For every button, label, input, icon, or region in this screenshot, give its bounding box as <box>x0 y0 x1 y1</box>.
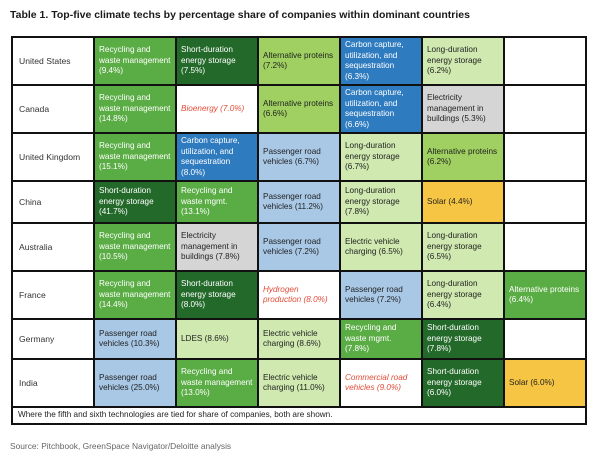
source-note: Source: Pitchbook, GreenSpace Navigator/… <box>10 441 232 451</box>
footnote-row: Where the fifth and sixth technologies a… <box>11 406 587 425</box>
tech-cell: Passenger road vehicles (7.2%) <box>339 270 423 320</box>
table-row: United States Recycling and waste manage… <box>11 36 587 86</box>
country-cell: India <box>11 358 95 408</box>
tech-cell <box>503 132 587 182</box>
tech-cell: Carbon capture, utilization, and sequest… <box>339 84 423 134</box>
table-row: United Kingdom Recycling and waste manag… <box>11 132 587 182</box>
tech-cell: Passenger road vehicles (11.2%) <box>257 180 341 224</box>
tech-cell: Carbon capture, utilization, and sequest… <box>175 132 259 182</box>
tech-cell: Short-duration energy storage (7.8%) <box>421 318 505 360</box>
table-row: Australia Recycling and waste management… <box>11 222 587 272</box>
tech-cell <box>503 222 587 272</box>
table-row: India Passenger road vehicles (25.0%) Re… <box>11 358 587 408</box>
tech-cell: Electricity management in buildings (7.8… <box>175 222 259 272</box>
country-cell: Germany <box>11 318 95 360</box>
table-footnote: Where the fifth and sixth technologies a… <box>11 406 587 425</box>
tech-cell: Solar (6.0%) <box>503 358 587 408</box>
tech-cell: Passenger road vehicles (6.7%) <box>257 132 341 182</box>
tech-cell: Recycling and waste management (14.4%) <box>93 270 177 320</box>
tech-cell: Recycling and waste management (15.1%) <box>93 132 177 182</box>
table-row: France Recycling and waste management (1… <box>11 270 587 320</box>
tech-cell <box>503 84 587 134</box>
tech-cell <box>503 318 587 360</box>
tech-cell: Short-duration energy storage (8.0%) <box>175 270 259 320</box>
tech-cell: Recycling and waste management (9.4%) <box>93 36 177 86</box>
tech-cell: Long-duration energy storage (7.8%) <box>339 180 423 224</box>
country-cell: Canada <box>11 84 95 134</box>
tech-cell: Passenger road vehicles (10.3%) <box>93 318 177 360</box>
country-cell: France <box>11 270 95 320</box>
tech-cell: Electric vehicle charging (11.0%) <box>257 358 341 408</box>
tech-cell: Long-duration energy storage (6.2%) <box>421 36 505 86</box>
tech-cell: Hydrogen production (8.0%) <box>257 270 341 320</box>
tech-cell: Short-duration energy storage (6.0%) <box>421 358 505 408</box>
country-cell: United States <box>11 36 95 86</box>
tech-cell: Alternative proteins (7.2%) <box>257 36 341 86</box>
tech-cell: Passenger road vehicles (25.0%) <box>93 358 177 408</box>
table-title: Table 1. Top-five climate techs by perce… <box>10 9 470 21</box>
tech-cell: Bioenergy (7.0%) <box>175 84 259 134</box>
tech-cell: Long-duration energy storage (6.5%) <box>421 222 505 272</box>
tech-cell: Carbon capture, utilization, and sequest… <box>339 36 423 86</box>
tech-cell: Alternative proteins (6.4%) <box>503 270 587 320</box>
table-row: Canada Recycling and waste management (1… <box>11 84 587 134</box>
climate-tech-table: United States Recycling and waste manage… <box>11 36 587 425</box>
tech-cell: LDES (8.6%) <box>175 318 259 360</box>
country-cell: Australia <box>11 222 95 272</box>
tech-cell: Passenger road vehicles (7.2%) <box>257 222 341 272</box>
tech-cell: Solar (4.4%) <box>421 180 505 224</box>
tech-cell: Short-duration energy storage (7.5%) <box>175 36 259 86</box>
tech-cell: Electric vehicle charging (6.5%) <box>339 222 423 272</box>
tech-cell: Recycling and waste management (14.8%) <box>93 84 177 134</box>
tech-cell: Short-duration energy storage (41.7%) <box>93 180 177 224</box>
tech-cell: Alternative proteins (6.6%) <box>257 84 341 134</box>
tech-cell: Recycling and waste management (13.0%) <box>175 358 259 408</box>
tech-cell: Alternative proteins (6.2%) <box>421 132 505 182</box>
tech-cell: Commercial road vehicles (9.0%) <box>339 358 423 408</box>
table-row: Germany Passenger road vehicles (10.3%) … <box>11 318 587 360</box>
tech-cell <box>503 180 587 224</box>
tech-cell: Recycling and waste management (10.5%) <box>93 222 177 272</box>
tech-cell: Electricity management in buildings (5.3… <box>421 84 505 134</box>
tech-cell <box>503 36 587 86</box>
tech-cell: Recycling and waste mgmt. (13.1%) <box>175 180 259 224</box>
country-cell: United Kingdom <box>11 132 95 182</box>
country-cell: China <box>11 180 95 224</box>
tech-cell: Recycling and waste mgmt. (7.8%) <box>339 318 423 360</box>
tech-cell: Long-duration energy storage (6.7%) <box>339 132 423 182</box>
table-row: China Short-duration energy storage (41.… <box>11 180 587 224</box>
tech-cell: Electric vehicle charging (8.6%) <box>257 318 341 360</box>
tech-cell: Long-duration energy storage (6.4%) <box>421 270 505 320</box>
